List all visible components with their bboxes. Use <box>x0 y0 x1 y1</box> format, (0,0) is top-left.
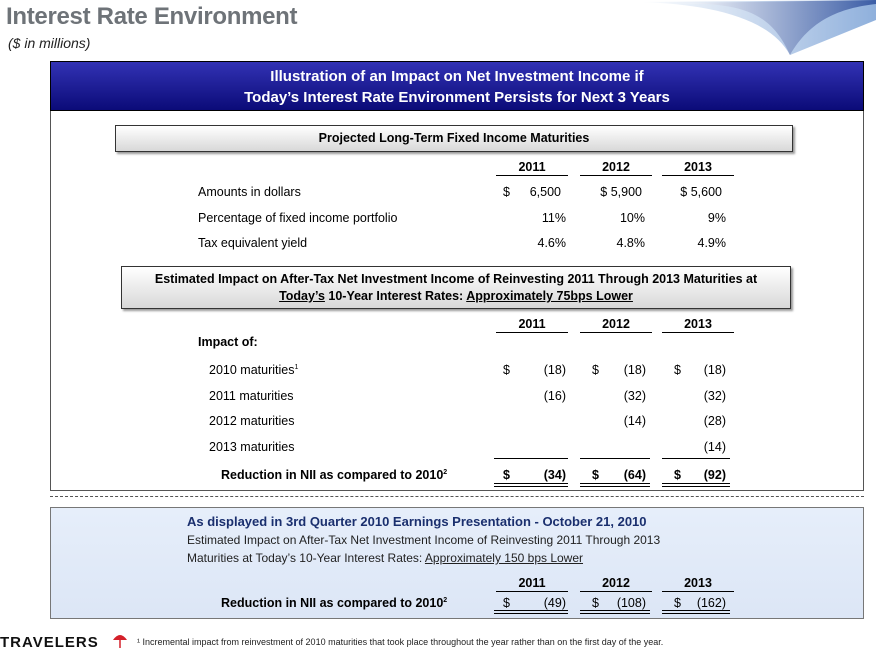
row-label-percentage: Percentage of fixed income portfolio <box>198 211 398 225</box>
amounts-2012: $ 5,900 <box>600 185 642 199</box>
impact-heading: Estimated Impact on After-Tax Net Invest… <box>121 266 791 309</box>
previous-year-2013: 2013 <box>662 576 734 592</box>
total-rule-2013 <box>662 483 730 487</box>
impact-2011-2013: (32) <box>703 389 726 403</box>
subtotal-rule-2012 <box>580 458 650 459</box>
impact-row-2012-label: 2012 maturities <box>209 414 295 428</box>
impact-2011-2012: (32) <box>623 389 646 403</box>
previous-title: As displayed in 3rd Quarter 2010 Earning… <box>187 514 647 529</box>
impact-row-2010-label: 2010 maturities1 <box>209 363 299 377</box>
impact-2010-2013: (18) <box>703 363 726 377</box>
total-label: Reduction in NII as compared to 20102 <box>221 468 448 482</box>
impact-heading-line-2: Today’s 10-Year Interest Rates: Approxim… <box>279 289 633 303</box>
impact-row-2011-label: 2011 maturities <box>209 389 294 403</box>
footnote-1: ¹ Incremental impact from reinvestment o… <box>137 637 664 647</box>
subtotal-rule-2013 <box>662 458 730 459</box>
impact-2010-2011: (18) <box>543 363 566 377</box>
impact-year-2012: 2012 <box>580 317 652 333</box>
total-rule-2012 <box>580 483 650 487</box>
row-label-yield: Tax equivalent yield <box>198 236 308 250</box>
impact-year-2011: 2011 <box>496 317 568 333</box>
previous-line-2: Maturities at Today’s 10-Year Interest R… <box>187 551 584 565</box>
page-title: Interest Rate Environment <box>6 3 298 30</box>
total-rule-2011 <box>494 483 568 487</box>
illustration-banner: Illustration of an Impact on Net Investm… <box>50 61 864 111</box>
umbrella-icon <box>113 635 127 648</box>
total-2012: (64) <box>623 468 646 482</box>
previous-total-label: Reduction in NII as compared to 20102 <box>221 596 448 610</box>
row-label-amounts: Amounts in dollars <box>198 185 301 199</box>
previous-2012: (108) <box>616 596 646 610</box>
previous-line-1: Estimated Impact on After-Tax Net Invest… <box>187 533 661 547</box>
impact-2010-dollar-2013: $ <box>674 363 681 377</box>
yield-2011: 4.6% <box>537 236 567 250</box>
impact-year-2013: 2013 <box>662 317 734 333</box>
previous-dollar-2012: $ <box>592 596 599 610</box>
previous-dollar-2011: $ <box>503 596 510 610</box>
main-panel <box>50 111 864 491</box>
total-2013: (92) <box>703 468 726 482</box>
impact-2010-dollar-2012: $ <box>592 363 599 377</box>
percentage-2013: 9% <box>707 211 726 225</box>
amounts-dollar-sign: $ <box>503 185 510 199</box>
page-subtitle: ($ in millions) <box>8 35 91 51</box>
previous-rule-2012 <box>580 610 650 614</box>
total-dollar-2011: $ <box>503 468 510 482</box>
impact-2010-dollar-2011: $ <box>503 363 510 377</box>
subtotal-rule-2011 <box>494 458 568 459</box>
impact-2012-2013: (28) <box>703 414 726 428</box>
previous-2011: (49) <box>543 596 566 610</box>
maturities-year-2011: 2011 <box>496 160 568 176</box>
yield-2013: 4.9% <box>697 236 727 250</box>
decorative-swoosh <box>640 0 876 55</box>
impact-of-label: Impact of: <box>198 335 258 349</box>
maturities-heading: Projected Long-Term Fixed Income Maturit… <box>115 125 793 152</box>
total-dollar-2013: $ <box>674 468 681 482</box>
maturities-year-2013: 2013 <box>662 160 734 176</box>
previous-year-2011: 2011 <box>496 576 568 592</box>
percentage-2012: 10% <box>619 211 645 225</box>
previous-2013: (162) <box>696 596 726 610</box>
travelers-logo: TRAVELERS <box>0 634 99 649</box>
previous-rule-2011 <box>494 610 568 614</box>
previous-presentation-box <box>50 507 864 619</box>
impact-2013-2013: (14) <box>703 440 726 454</box>
percentage-2011: 11% <box>541 211 566 225</box>
yield-2012: 4.8% <box>616 236 646 250</box>
previous-year-2012: 2012 <box>580 576 652 592</box>
banner-line-2: Today’s Interest Rate Environment Persis… <box>244 89 670 106</box>
section-divider <box>50 496 864 497</box>
impact-2010-2012: (18) <box>623 363 646 377</box>
impact-2012-2012: (14) <box>623 414 646 428</box>
impact-row-2013-label: 2013 maturities <box>209 440 295 454</box>
maturities-year-2012: 2012 <box>580 160 652 176</box>
amounts-2011: 6,500 <box>529 185 561 199</box>
total-dollar-2012: $ <box>592 468 599 482</box>
amounts-2013: $ 5,600 <box>680 185 722 199</box>
impact-heading-line-1: Estimated Impact on After-Tax Net Invest… <box>154 272 758 286</box>
total-2011: (34) <box>543 468 566 482</box>
banner-line-1: Illustration of an Impact on Net Investm… <box>270 68 644 85</box>
previous-dollar-2013: $ <box>674 596 681 610</box>
impact-2011-2011: (16) <box>543 389 566 403</box>
previous-rule-2013 <box>662 610 730 614</box>
